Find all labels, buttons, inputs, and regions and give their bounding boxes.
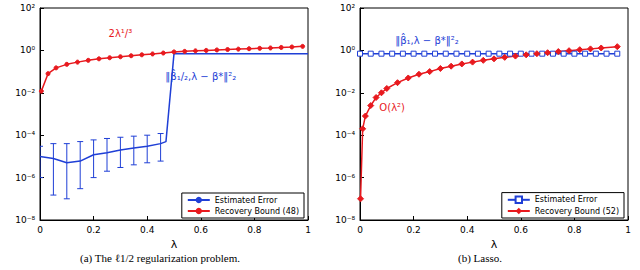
svg-text:0.6: 0.6 xyxy=(514,225,529,235)
svg-text:10⁻⁸: 10⁻⁸ xyxy=(335,215,355,225)
svg-text:10²: 10² xyxy=(20,3,35,13)
svg-text:1: 1 xyxy=(625,225,631,235)
svg-text:10⁻⁶: 10⁻⁶ xyxy=(335,173,355,183)
svg-text:‖β̂₁/₂,λ − β*‖²₂: ‖β̂₁/₂,λ − β*‖²₂ xyxy=(165,69,236,83)
svg-text:10⁻⁶: 10⁻⁶ xyxy=(15,173,35,183)
svg-text:0.4: 0.4 xyxy=(460,225,475,235)
svg-text:1: 1 xyxy=(305,225,311,235)
svg-text:(a) The ℓ1/2 regularization pr: (a) The ℓ1/2 regularization problem. xyxy=(80,252,240,265)
svg-text:10⁰: 10⁰ xyxy=(20,45,35,55)
svg-text:0.8: 0.8 xyxy=(567,225,582,235)
svg-text:Recovery Bound (52): Recovery Bound (52) xyxy=(535,207,619,216)
svg-text:10⁰: 10⁰ xyxy=(340,45,355,55)
svg-text:10⁻⁸: 10⁻⁸ xyxy=(15,215,35,225)
svg-text:λ: λ xyxy=(491,238,498,251)
svg-text:10⁻⁴: 10⁻⁴ xyxy=(15,130,35,140)
svg-text:0: 0 xyxy=(37,225,43,235)
svg-text:10⁻⁴: 10⁻⁴ xyxy=(335,130,355,140)
svg-text:0.6: 0.6 xyxy=(194,225,209,235)
svg-text:0.4: 0.4 xyxy=(140,225,155,235)
svg-text:10⁻²: 10⁻² xyxy=(335,88,355,98)
svg-text:O(λ²): O(λ²) xyxy=(379,102,405,113)
svg-text:(b) Lasso.: (b) Lasso. xyxy=(458,252,502,265)
svg-text:λ: λ xyxy=(171,238,178,251)
svg-text:2λ¹/³: 2λ¹/³ xyxy=(109,28,133,39)
svg-text:Recovery Bound (48): Recovery Bound (48) xyxy=(215,207,299,216)
svg-text:10²: 10² xyxy=(340,3,355,13)
svg-text:0.8: 0.8 xyxy=(247,225,262,235)
svg-text:Estimated Error: Estimated Error xyxy=(215,196,278,205)
svg-text:0.2: 0.2 xyxy=(406,225,420,235)
svg-text:10⁻²: 10⁻² xyxy=(15,88,35,98)
svg-text:0.2: 0.2 xyxy=(86,225,100,235)
svg-text:‖β̂₁,λ − β*‖²₂: ‖β̂₁,λ − β*‖²₂ xyxy=(395,33,459,47)
svg-text:0: 0 xyxy=(357,225,363,235)
svg-text:Estimated Error: Estimated Error xyxy=(535,195,598,204)
